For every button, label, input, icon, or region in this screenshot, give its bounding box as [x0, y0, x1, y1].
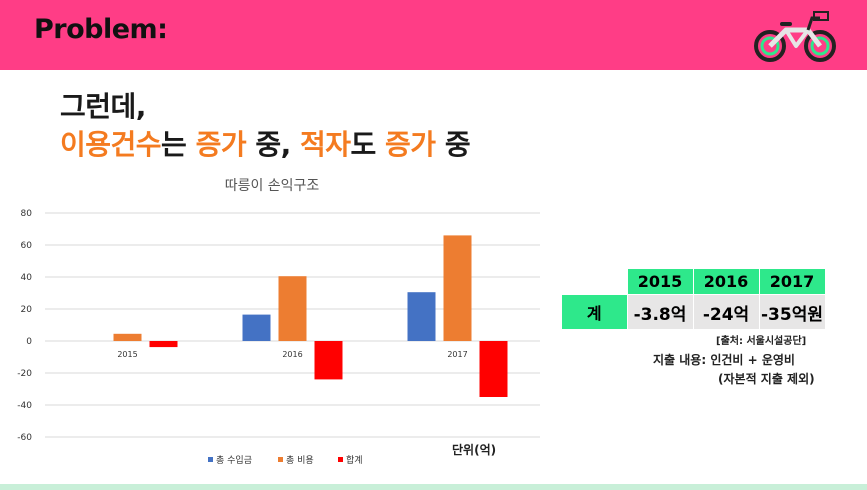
headline-line1: 그런데,	[60, 90, 146, 123]
y-tick-label: 40	[21, 273, 33, 283]
y-tick-label: -40	[17, 401, 32, 411]
bar	[407, 292, 436, 341]
unit-label: 단위(억)	[452, 443, 497, 457]
legend-label: 총 수입금	[216, 454, 252, 466]
headline-text: 는	[161, 128, 196, 161]
category-label: 2015	[117, 350, 137, 359]
year-cell: 2016	[692, 268, 760, 295]
y-tick-label: 20	[21, 305, 33, 315]
y-tick-label: 0	[26, 337, 32, 347]
bar	[278, 276, 307, 341]
value-cell: -24억	[692, 294, 760, 330]
expense-note-detail: (자본적 지출 제외)	[718, 372, 815, 386]
y-tick-label: -20	[17, 369, 32, 379]
headline-line2: 이용건수는 증가 중, 적자도 증가 중	[60, 126, 471, 164]
legend-swatch	[338, 457, 343, 462]
legend-swatch	[208, 457, 213, 462]
blank-cell	[562, 269, 628, 295]
headline-highlight-increase: 증가	[195, 128, 247, 161]
headline-highlight-deficit: 적자	[300, 128, 351, 161]
bar	[113, 333, 142, 341]
bar	[314, 341, 343, 380]
source-note: [출처: 서울시설공단]	[716, 336, 807, 347]
bar	[242, 314, 271, 341]
headline: 그런데, 이용건수는 증가 중, 적자도 증가 중	[60, 88, 471, 164]
value-cell: -35억원	[758, 294, 826, 330]
summary-value-row: 계 -3.8억 -24억 -35억원	[561, 294, 826, 330]
headline-text: 중	[435, 128, 471, 161]
legend-swatch	[278, 457, 283, 462]
summary-header-row: 2015 2016 2017	[562, 268, 826, 295]
headline-highlight-usage: 이용건수	[60, 128, 162, 161]
headline-highlight-increase: 증가	[385, 128, 436, 161]
slide-title: Problem:	[34, 14, 168, 45]
bicycle-icon	[754, 11, 836, 62]
headline-text: 도	[350, 128, 386, 161]
header-band	[0, 0, 867, 70]
chart-title: 따릉이 손익구조	[225, 178, 320, 194]
bottom-divider	[0, 484, 867, 490]
bar	[479, 341, 508, 397]
value-cell: -3.8억	[626, 294, 694, 330]
legend-label: 합계	[346, 454, 363, 466]
y-tick-label: 80	[21, 209, 33, 219]
bar	[149, 341, 178, 348]
total-label-cell: 계	[561, 294, 628, 330]
profit-loss-chart: 따릉이 손익구조 80 60 40 20 0 -20 -40 -60 2015 2016 2017 총 …	[17, 178, 540, 466]
summary-table: 2015 2016 2017 계 -3.8억 -24억 -35억원	[561, 268, 826, 330]
legend-label: 총 비용	[286, 455, 314, 466]
bar	[443, 235, 472, 341]
expense-note: 지출 내용: 인건비 + 운영비	[653, 353, 795, 367]
y-tick-label: 60	[21, 241, 33, 251]
category-label: 2016	[282, 350, 302, 359]
y-tick-label: -60	[17, 433, 32, 443]
year-cell: 2017	[758, 268, 826, 295]
year-cell: 2015	[626, 268, 694, 295]
category-label: 2017	[447, 350, 467, 359]
headline-text: 중,	[246, 128, 300, 161]
